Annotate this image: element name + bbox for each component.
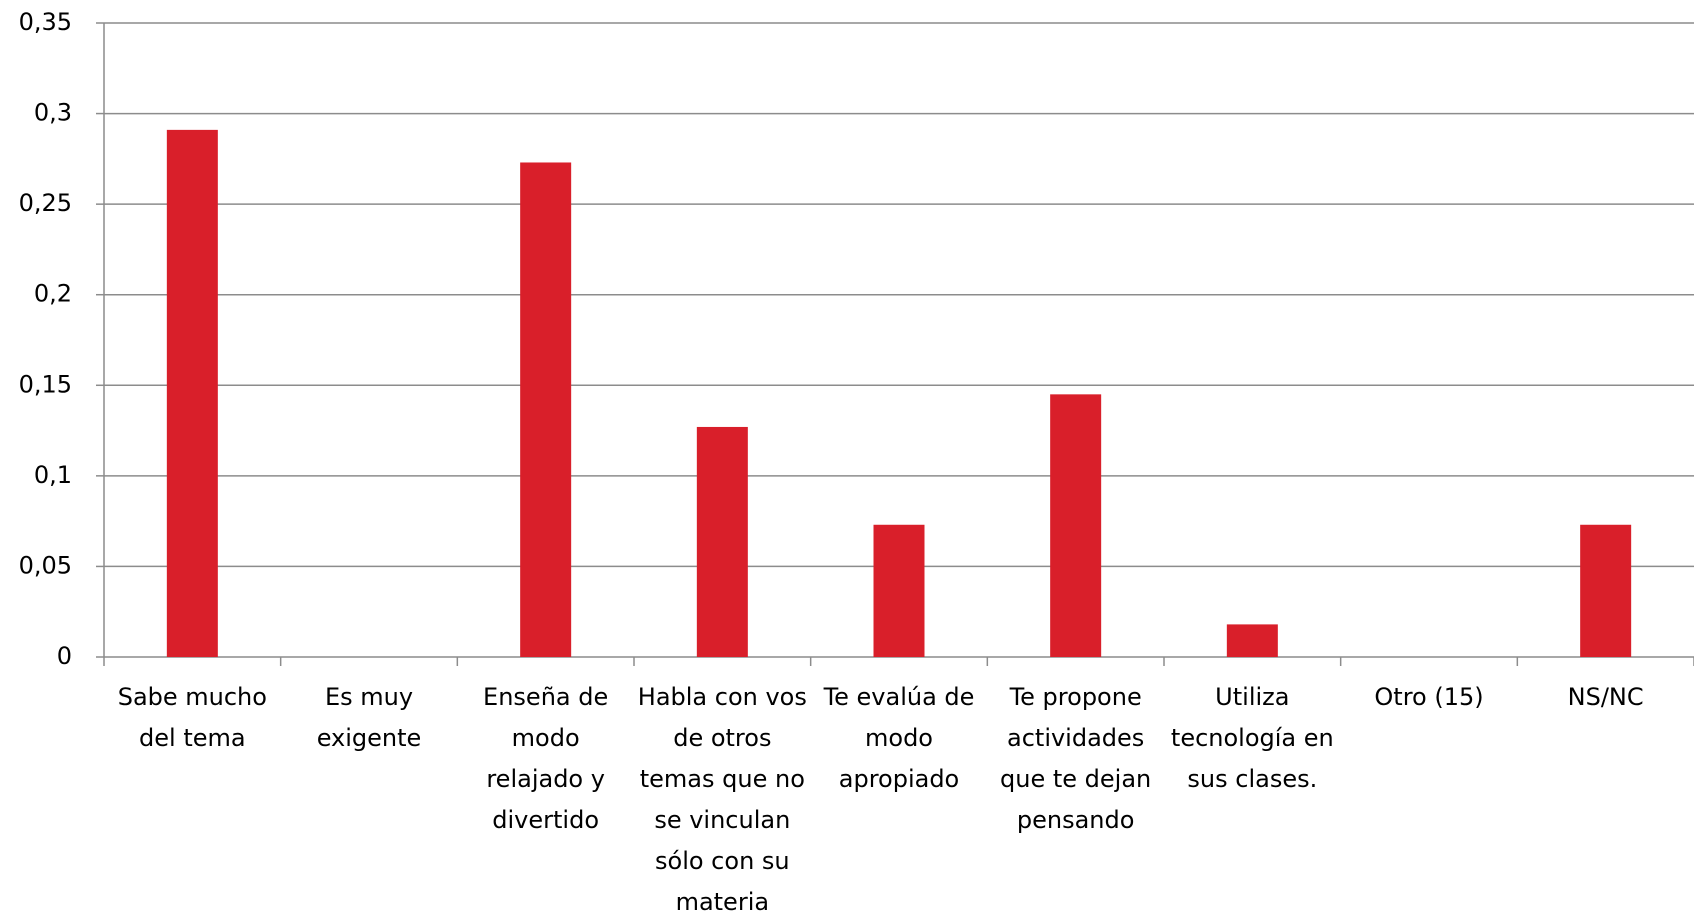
x-tick-label: Enseña de modo relajado y divertido	[483, 683, 609, 834]
y-tick-label: 0,15	[19, 370, 72, 398]
y-tick-label: 0,05	[19, 551, 72, 579]
bar	[520, 162, 572, 658]
x-tick-label: Utiliza tecnología en sus clases.	[1170, 683, 1334, 793]
y-tick-label: 0,3	[34, 99, 72, 127]
y-tick-label: 0,1	[34, 461, 72, 489]
x-tick-label: Habla con vos de otros temas que no se v…	[637, 683, 807, 916]
x-tick-label: NS/NC	[1567, 683, 1644, 711]
bar	[1050, 394, 1102, 657]
y-tick-label: 0,2	[34, 280, 72, 308]
x-tick-label: Te evalúa de modo apropiado	[823, 683, 975, 793]
y-tick-label: 0,35	[19, 8, 72, 36]
y-tick-label: 0	[57, 642, 72, 670]
bar	[166, 129, 218, 658]
x-tick-label: Sabe mucho del tema	[117, 683, 267, 752]
bar	[873, 524, 925, 657]
x-tick-label: Es muy exigente	[316, 683, 422, 752]
x-tick-label: Otro (15)	[1374, 683, 1484, 711]
bar	[696, 426, 748, 657]
bar	[1226, 624, 1278, 657]
bar	[1580, 524, 1632, 657]
x-tick-label: Te propone actividades que te dejan pens…	[1000, 683, 1152, 834]
y-tick-label: 0,25	[19, 189, 72, 217]
